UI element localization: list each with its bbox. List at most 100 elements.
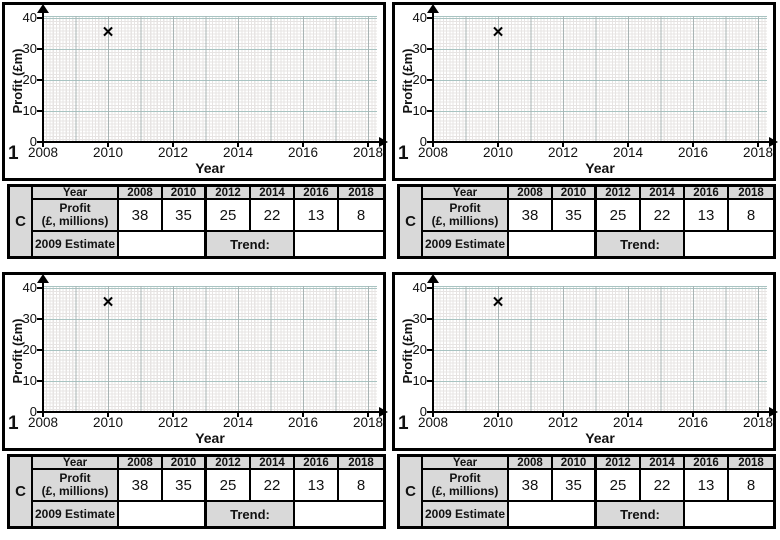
graph-paper-grid	[43, 286, 377, 412]
x-tick-mark	[172, 412, 174, 417]
chart-ticks-layer: 0 10 20 30 40 2008 2010 2012 2014 2016 2018 ✕	[5, 5, 383, 178]
profit-label-line1: Profit	[449, 201, 481, 215]
x-tick-mark	[627, 142, 629, 147]
profit-chart: 0 10 20 30 40 2008 2010 2012 2014 2016 2018 ✕ Profi…	[392, 272, 778, 451]
table-header-year-2012: 2012	[597, 187, 641, 200]
profit-table: C Year 2008 2010 2012 2014 2016 2018 Pro…	[397, 454, 776, 529]
y-tick-mark	[427, 318, 433, 320]
profit-value-2014: 22	[641, 200, 685, 232]
question-number: 1	[8, 143, 19, 164]
y-tick-mark	[37, 349, 43, 351]
table-header-year-2014: 2014	[251, 457, 295, 470]
profit-value-2010: 35	[553, 470, 597, 502]
x-tick-mark	[562, 142, 564, 147]
table-header-year-2018: 2018	[339, 187, 383, 200]
y-tick-mark	[37, 411, 43, 413]
data-point-marker: ✕	[491, 23, 505, 41]
x-tick-label: 2014	[612, 415, 644, 430]
x-tick-label: 2008	[27, 415, 59, 430]
x-tick-label: 2016	[677, 415, 709, 430]
data-point-marker: ✕	[101, 293, 115, 311]
chart-area: 0 10 20 30 40 2008 2010 2012 2014 2016 2018 ✕ Profi…	[5, 4, 388, 178]
profit-value-2012: 25	[207, 470, 251, 502]
estimate-answer-cell	[119, 232, 207, 256]
table-header-year-2012: 2012	[597, 457, 641, 470]
chart-ticks-layer: 0 10 20 30 40 2008 2010 2012 2014 2016 2018 ✕	[5, 275, 383, 448]
y-axis-title: Profit (£m)	[10, 318, 25, 384]
table-header-year-2016: 2016	[295, 187, 339, 200]
profit-value-2008: 38	[509, 470, 553, 502]
profit-chart: 0 10 20 30 40 2008 2010 2012 2014 2016 2018 ✕ Profi…	[2, 2, 388, 181]
y-tick-mark	[427, 349, 433, 351]
table-corner-label: C	[400, 187, 423, 256]
y-axis-arrow-icon	[37, 274, 49, 283]
table-header-year-2014: 2014	[641, 187, 685, 200]
chart-area: 0 10 20 30 40 2008 2010 2012 2014 2016 2018 ✕ Profi…	[395, 274, 778, 448]
x-tick-mark	[432, 142, 434, 147]
profit-value-2018: 8	[729, 470, 773, 502]
y-tick-mark	[427, 17, 433, 19]
y-axis-line	[42, 8, 44, 143]
x-tick-label: 2018	[352, 415, 384, 430]
y-axis-line	[432, 278, 434, 413]
profit-value-2018: 8	[339, 200, 383, 232]
y-axis-title: Profit (£m)	[400, 48, 415, 114]
y-tick-mark	[37, 141, 43, 143]
y-tick-mark	[427, 287, 433, 289]
y-tick-label: 0	[419, 404, 427, 419]
table-header-year-label: Year	[423, 187, 509, 200]
x-tick-mark	[367, 142, 369, 147]
x-tick-label: 2010	[92, 415, 124, 430]
x-tick-label: 2014	[612, 145, 644, 160]
table-header-year-label: Year	[33, 187, 119, 200]
x-axis-title: Year	[195, 430, 225, 446]
graph-paper-grid	[43, 16, 377, 142]
worksheet-panel: 0 10 20 30 40 2008 2010 2012 2014 2016 2018 ✕ Profi…	[390, 0, 780, 270]
profit-value-2012: 25	[597, 470, 641, 502]
x-axis-arrow-icon	[379, 136, 388, 147]
x-axis-line	[431, 141, 773, 143]
y-tick-mark	[427, 141, 433, 143]
estimate-answer-cell	[119, 502, 207, 526]
y-tick-mark	[37, 110, 43, 112]
y-tick-mark	[37, 318, 43, 320]
profit-label-line2: (£, millions)	[431, 214, 499, 228]
y-tick-mark	[37, 17, 43, 19]
x-axis-arrow-icon	[379, 406, 388, 417]
trend-answer-cell	[685, 502, 773, 526]
profit-value-2016: 13	[295, 470, 339, 502]
x-tick-label: 2012	[157, 415, 189, 430]
y-tick-label: 20	[22, 342, 37, 357]
profit-value-2008: 38	[119, 470, 163, 502]
x-tick-mark	[757, 142, 759, 147]
profit-label-line1: Profit	[449, 471, 481, 485]
chart-area: 0 10 20 30 40 2008 2010 2012 2014 2016 2018 ✕ Profi…	[5, 274, 388, 448]
y-tick-mark	[427, 110, 433, 112]
y-tick-label: 20	[412, 342, 427, 357]
profit-label-line2: (£, millions)	[41, 484, 109, 498]
x-tick-mark	[107, 412, 109, 417]
table-estimate-row-label: 2009 Estimate	[33, 232, 119, 256]
x-tick-mark	[692, 412, 694, 417]
profit-table: C Year 2008 2010 2012 2014 2016 2018 Pro…	[7, 184, 386, 259]
table-header-year-2016: 2016	[685, 187, 729, 200]
y-tick-mark	[37, 287, 43, 289]
x-tick-label: 2008	[417, 415, 449, 430]
y-tick-label: 0	[29, 134, 37, 149]
profit-value-2012: 25	[597, 200, 641, 232]
trend-answer-cell	[685, 232, 773, 256]
y-tick-label: 30	[412, 41, 427, 56]
table-header-year-2010: 2010	[163, 457, 207, 470]
profit-value-2014: 22	[641, 470, 685, 502]
x-tick-mark	[757, 412, 759, 417]
y-axis-line	[42, 278, 44, 413]
table-header-year-2008: 2008	[119, 457, 163, 470]
data-point-marker: ✕	[491, 293, 505, 311]
x-tick-label: 2016	[287, 415, 319, 430]
table-header-year-2014: 2014	[251, 187, 295, 200]
trend-label-cell: Trend:	[207, 232, 295, 256]
x-axis-title: Year	[195, 160, 225, 176]
table-header-year-2018: 2018	[729, 457, 773, 470]
profit-value-2016: 13	[685, 200, 729, 232]
table-header-year-2018: 2018	[339, 457, 383, 470]
